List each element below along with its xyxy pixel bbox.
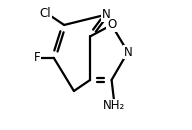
Text: O: O xyxy=(107,18,116,31)
Text: F: F xyxy=(34,51,41,64)
Text: N: N xyxy=(123,46,132,58)
Text: Cl: Cl xyxy=(39,6,51,20)
Text: NH₂: NH₂ xyxy=(103,99,125,112)
Text: N: N xyxy=(102,8,111,21)
